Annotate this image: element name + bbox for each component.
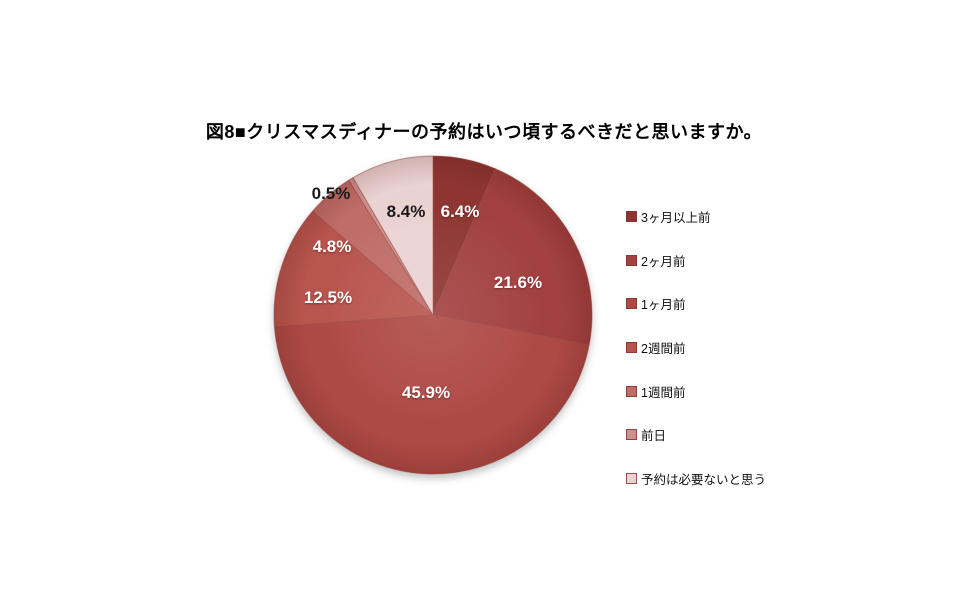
legend-swatch-icon <box>626 429 637 441</box>
legend-item-3plus-months: 3ヶ月以上前 <box>626 195 766 239</box>
legend-label: 前日 <box>641 429 667 444</box>
legend-item-2months: 2ヶ月前 <box>626 239 766 283</box>
chart-title: 図8■クリスマスディナーの予約はいつ頃するべきだと思いますか。 <box>205 122 763 142</box>
legend-item-daybefore: 前日 <box>626 413 766 457</box>
legend-label: 2週間前 <box>641 342 686 357</box>
pie-label-2weeks: 12.5% <box>303 288 353 307</box>
pie-label-no-reservation: 8.4% <box>386 202 426 221</box>
pie-label-3plus-months: 6.4% <box>440 202 480 221</box>
pie-label-1week: 4.8% <box>312 237 352 256</box>
legend-swatch-icon <box>626 211 637 223</box>
legend-item-2weeks: 2週間前 <box>626 326 766 370</box>
legend: 3ヶ月以上前 2ヶ月前 1ヶ月前 2週間前 1週間前 前日 予約は必要ないと思う <box>626 195 766 500</box>
legend-label: 2ヶ月前 <box>641 254 686 269</box>
legend-swatch-icon <box>626 254 637 266</box>
legend-label: 1週間前 <box>641 385 686 400</box>
legend-item-no-reservation: 予約は必要ないと思う <box>626 457 766 501</box>
legend-label: 1ヶ月前 <box>641 298 686 313</box>
legend-swatch-icon <box>626 342 637 354</box>
legend-swatch-icon <box>626 298 637 310</box>
pie-label-1month: 45.9% <box>401 383 451 402</box>
legend-swatch-icon <box>626 472 637 484</box>
legend-item-1week: 1週間前 <box>626 369 766 413</box>
legend-item-1month: 1ヶ月前 <box>626 282 766 326</box>
legend-label: 予約は必要ないと思う <box>641 472 767 487</box>
legend-label: 3ヶ月以上前 <box>641 211 711 226</box>
pie-label-2months: 21.6% <box>493 273 543 292</box>
legend-swatch-icon <box>626 385 637 397</box>
pie-label-daybefore: 0.5% <box>311 184 351 203</box>
